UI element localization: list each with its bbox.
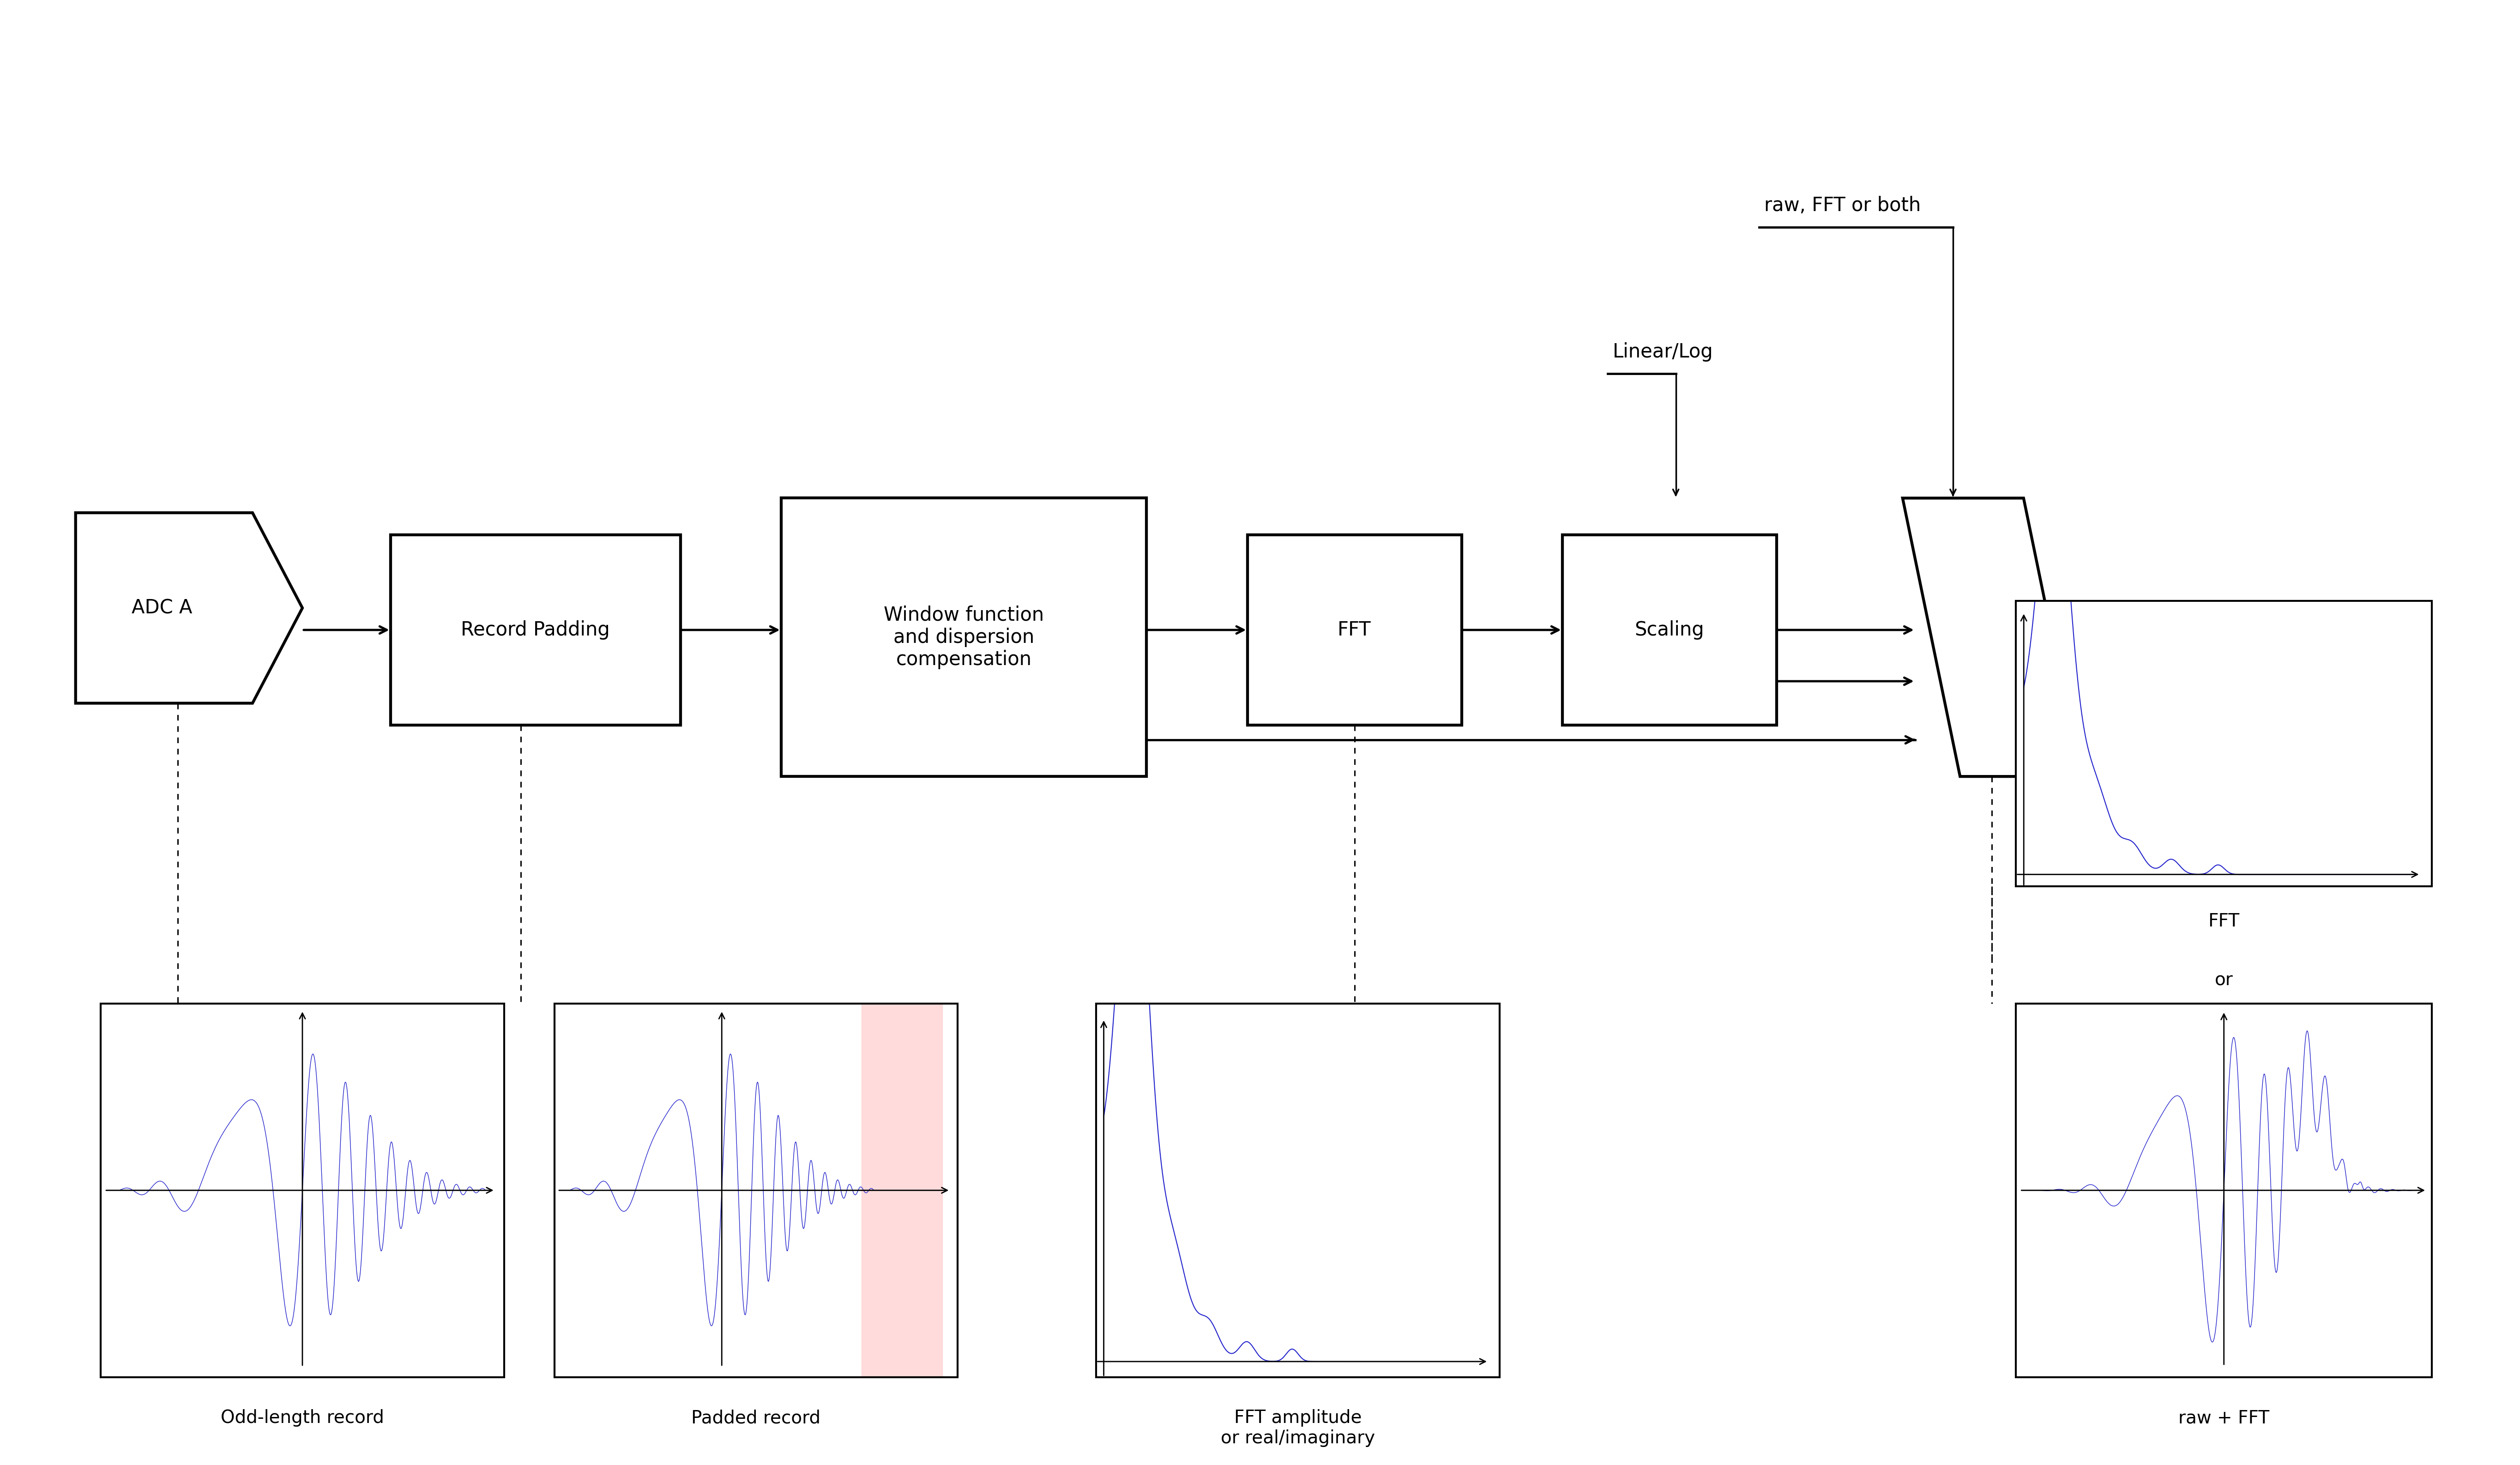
Text: Linear/Log: Linear/Log xyxy=(1613,343,1714,362)
Text: to memory: to memory xyxy=(2228,627,2334,648)
Text: Odd-length record: Odd-length record xyxy=(222,1409,383,1427)
Text: or: or xyxy=(2215,971,2233,989)
Text: FFT amplitude
or real/imaginary: FFT amplitude or real/imaginary xyxy=(1220,1409,1376,1447)
Text: FFT: FFT xyxy=(1338,620,1371,640)
Text: ADC A: ADC A xyxy=(131,598,192,618)
Text: raw, FFT or both: raw, FFT or both xyxy=(1764,196,1920,215)
Bar xyxy=(391,535,680,725)
Text: Padded record: Padded record xyxy=(690,1409,822,1427)
Text: FFT: FFT xyxy=(2208,913,2240,930)
Text: Window function
and dispersion
compensation: Window function and dispersion compensat… xyxy=(885,605,1043,670)
Text: Record Padding: Record Padding xyxy=(461,620,610,640)
Text: raw + FFT: raw + FFT xyxy=(2177,1409,2271,1427)
Polygon shape xyxy=(1903,498,2082,776)
Bar xyxy=(1247,535,1462,725)
Bar xyxy=(781,498,1147,776)
Bar xyxy=(1562,535,1777,725)
Bar xyxy=(862,1004,942,1377)
Polygon shape xyxy=(76,513,302,703)
Text: Scaling: Scaling xyxy=(1635,620,1704,640)
